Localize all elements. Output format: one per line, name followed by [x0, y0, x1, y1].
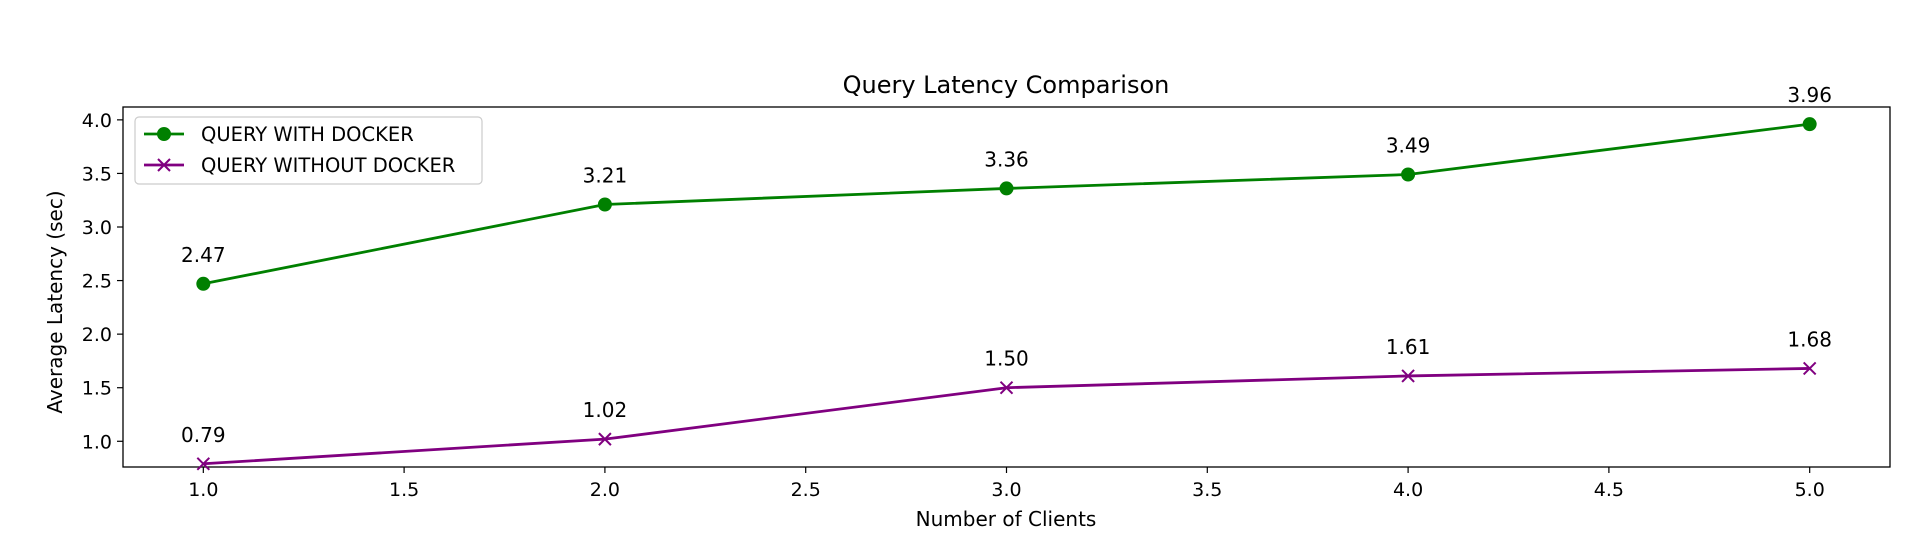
- data-label-with-docker: 3.96: [1787, 83, 1832, 107]
- legend-marker-with-docker: [157, 127, 171, 141]
- x-tick-label: 1.5: [389, 479, 419, 501]
- data-point-without-docker: [999, 381, 1014, 395]
- y-tick-label: 2.0: [82, 324, 112, 346]
- data-point-without-docker: [1401, 369, 1415, 383]
- data-label-without-docker: 1.61: [1386, 335, 1431, 359]
- legend: QUERY WITH DOCKER QUERY WITHOUT DOCKER: [134, 116, 483, 185]
- x-tick-label: 1.0: [188, 479, 218, 501]
- data-point-without-docker: [196, 457, 211, 471]
- x-tick-label: 5.0: [1795, 479, 1825, 501]
- data-point-without-docker: [598, 432, 612, 446]
- data-point-without-docker: [1802, 361, 1817, 376]
- x-tick-label: 3.0: [991, 479, 1021, 501]
- data-point-with-docker: [1401, 167, 1416, 182]
- x-tick-label: 3.5: [1192, 479, 1222, 501]
- y-axis-title: Average Latency (sec): [43, 190, 67, 413]
- x-tick-label: 2.5: [791, 479, 821, 501]
- legend-label-with-docker: QUERY WITH DOCKER: [201, 123, 414, 146]
- y-tick-label: 3.0: [82, 217, 112, 239]
- legend-box: [134, 116, 483, 185]
- data-label-with-docker: 3.21: [583, 164, 628, 188]
- y-tick-label: 2.5: [82, 271, 112, 293]
- y-tick-label: 1.5: [82, 378, 112, 400]
- chart-title: Query Latency Comparison: [843, 71, 1170, 99]
- x-tick-label: 4.5: [1594, 479, 1624, 501]
- data-label-with-docker: 3.49: [1386, 134, 1431, 158]
- x-axis-title: Number of Clients: [916, 507, 1097, 531]
- data-label-without-docker: 0.79: [181, 423, 226, 447]
- series-line-without-docker: [203, 367, 1810, 466]
- data-point-with-docker: [1802, 117, 1817, 132]
- y-tick-label: 4.0: [82, 110, 112, 132]
- y-tick-label: 3.5: [82, 163, 112, 185]
- data-label-without-docker: 1.50: [984, 347, 1029, 371]
- legend-label-without-docker: QUERY WITHOUT DOCKER: [201, 154, 455, 177]
- data-point-with-docker: [196, 276, 211, 291]
- data-point-with-docker: [597, 197, 612, 212]
- y-tick-label: 1.0: [82, 431, 112, 453]
- data-label-without-docker: 1.68: [1787, 327, 1832, 351]
- data-point-with-docker: [999, 181, 1014, 196]
- plot-area: 1.0 1.5 2.0 2.5 3.0 3.5 4.0 4.5 5.0 1.0 1.5 2.0 2.5 3…: [82, 83, 1891, 501]
- data-label-with-docker: 3.36: [984, 147, 1029, 171]
- data-label-without-docker: 1.02: [583, 398, 628, 422]
- x-tick-label: 2.0: [590, 479, 620, 501]
- data-label-with-docker: 2.47: [181, 243, 226, 267]
- x-tick-label: 4.0: [1393, 479, 1423, 501]
- legend-marker-without-docker: [157, 158, 171, 172]
